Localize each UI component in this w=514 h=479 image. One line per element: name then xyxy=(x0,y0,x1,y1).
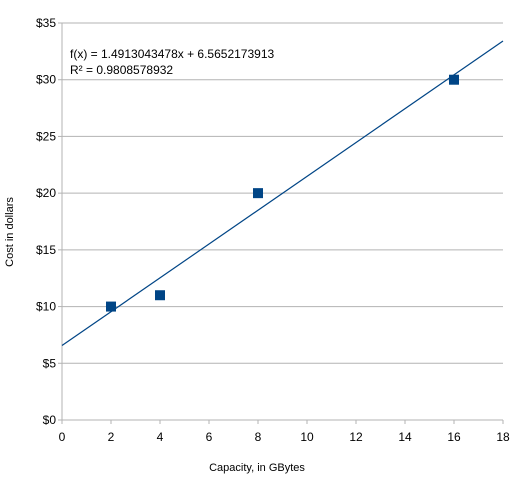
y-tick-label: $5 xyxy=(43,356,57,370)
x-tick-label: 2 xyxy=(108,430,115,444)
x-tick-label: 4 xyxy=(157,430,164,444)
x-tick-label: 0 xyxy=(59,430,66,444)
y-axis-title: Cost in dollars xyxy=(4,197,16,267)
data-point xyxy=(106,301,116,312)
data-point xyxy=(449,74,459,85)
x-tick-label: 10 xyxy=(300,430,314,444)
y-tick-label: $20 xyxy=(36,186,56,200)
y-tick-label: $35 xyxy=(36,16,56,30)
trendline-r-squared: R² = 0.9808578932 xyxy=(70,63,173,77)
y-tick-label: $15 xyxy=(36,243,56,257)
axes xyxy=(58,22,504,424)
trendline-layer xyxy=(61,40,504,347)
x-axis-title: Capacity, in GBytes xyxy=(209,462,305,474)
x-tick-label: 8 xyxy=(255,430,262,444)
x-tick-label: 16 xyxy=(447,430,461,444)
x-tick-label: 18 xyxy=(496,430,510,444)
y-tick-label: $0 xyxy=(43,413,57,427)
data-point xyxy=(155,290,165,301)
tick-labels: $0 $5 $10 $15 $20 $25 $30 $35 0 2 4 6 8 10 12 14 16 18 xyxy=(36,16,510,444)
grid-lines xyxy=(62,22,503,421)
data-points xyxy=(106,74,459,312)
y-tick-label: $10 xyxy=(36,300,56,314)
x-tick-label: 6 xyxy=(206,430,213,444)
x-tick-label: 14 xyxy=(398,430,412,444)
y-tick-label: $25 xyxy=(36,129,56,143)
data-point xyxy=(253,188,263,199)
linear-trendline xyxy=(61,40,504,347)
y-tick-label: $30 xyxy=(36,73,56,87)
x-tick-label: 12 xyxy=(349,430,363,444)
trendline-equation: f(x) = 1.4913043478x + 6.5652173913 xyxy=(70,47,274,61)
